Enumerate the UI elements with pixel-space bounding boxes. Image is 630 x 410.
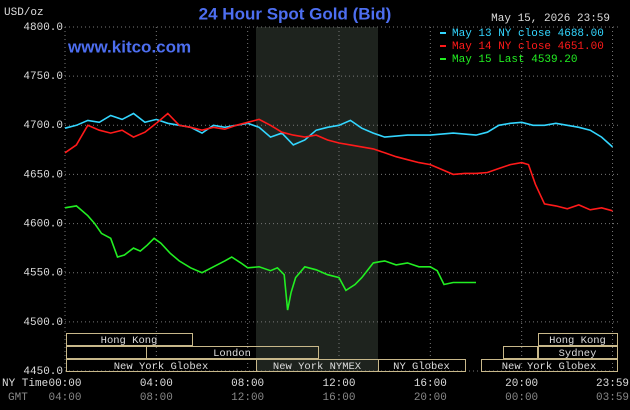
- session-box: [146, 346, 319, 359]
- series-line: [64, 205, 476, 311]
- session-label: Sydney: [559, 348, 597, 360]
- x-row-label: NY Time: [2, 378, 48, 390]
- y-label: USD/oz: [4, 7, 44, 19]
- x2-row-label: GMT: [8, 392, 28, 404]
- session-box: [481, 359, 618, 372]
- session-box: [538, 346, 618, 359]
- x-tick-label: 16:00: [414, 378, 447, 390]
- series-line: [64, 112, 614, 148]
- y-tick-label: 4450.0: [23, 366, 63, 378]
- session-label: NY Globex: [393, 361, 450, 373]
- session-label: London: [213, 348, 251, 360]
- legend-label: May 14 NY close 4651.00: [452, 41, 604, 53]
- chart-title: 24 Hour Spot Gold (Bid): [199, 4, 392, 23]
- gmt-tick-label: 03:59: [596, 392, 629, 404]
- site: www.kitco.com: [67, 37, 191, 56]
- y-tick-label: 4750.0: [23, 71, 63, 83]
- legend-label: May 13 NY close 4688.00: [452, 28, 604, 40]
- gmt-tick-label: 04:00: [48, 392, 81, 404]
- session-label: New York Globex: [502, 361, 597, 373]
- gmt-tick-label: 20:00: [414, 392, 447, 404]
- series-line: [64, 112, 613, 212]
- timestamp: May 15, 2026 23:59: [491, 13, 610, 25]
- gmt-tick-label: 12:00: [231, 392, 264, 404]
- session-label: New York Globex: [114, 361, 209, 373]
- x-tick-label: 04:00: [140, 378, 173, 390]
- y-tick-label: 4800.0: [23, 22, 63, 34]
- x-tick-label: 12:00: [322, 378, 355, 390]
- legend-label: May 15 Last 4539.20: [452, 54, 577, 66]
- session-box: [66, 333, 193, 346]
- gmt-tick-label: 00:00: [505, 392, 538, 404]
- gmt-tick-label: 16:00: [322, 392, 355, 404]
- x-tick-label: 00:00: [48, 378, 81, 390]
- y-tick-label: 4700.0: [23, 120, 63, 132]
- session-box: [378, 359, 466, 372]
- x-tick-label: 20:00: [505, 378, 538, 390]
- y-tick-label: 4550.0: [23, 268, 63, 280]
- session-label: Hong Kong: [549, 335, 606, 347]
- nymex-shade: [256, 27, 378, 371]
- x-tick-label: 23:59: [596, 378, 629, 390]
- y-tick-label: 4650.0: [23, 169, 63, 181]
- session-label: Hong Kong: [101, 335, 158, 347]
- y-tick-label: 4500.0: [23, 317, 63, 329]
- x-tick-label: 08:00: [231, 378, 264, 390]
- gmt-tick-label: 08:00: [140, 392, 173, 404]
- session-box: [538, 333, 618, 346]
- y-tick-label: 4600.0: [23, 218, 63, 230]
- session-label: New York NYMEX: [273, 361, 362, 373]
- session-box: [503, 346, 538, 359]
